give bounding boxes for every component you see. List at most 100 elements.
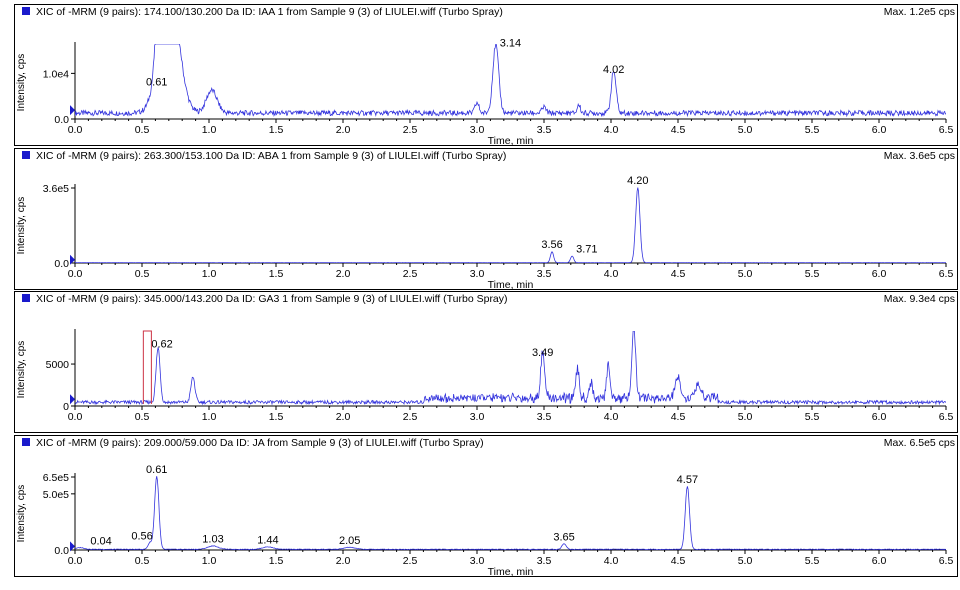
x-tick-label: 2.0 bbox=[336, 555, 351, 567]
x-tick-label: 4.5 bbox=[671, 124, 686, 136]
peak-label: 0.61 bbox=[146, 464, 167, 476]
baseline-marker-icon bbox=[70, 541, 75, 552]
peak-label: 3.49 bbox=[532, 347, 553, 359]
panel-header: XIC of -MRM (9 pairs): 209.000/59.000 Da… bbox=[36, 437, 484, 449]
x-tick-label: 1.0 bbox=[202, 124, 217, 136]
baseline-marker-icon bbox=[70, 105, 75, 116]
x-tick-label: 4.0 bbox=[604, 555, 619, 567]
x-tick-label: 3.5 bbox=[537, 124, 552, 136]
panel-frame bbox=[14, 291, 958, 433]
x-tick-label: 1.0 bbox=[202, 411, 217, 423]
x-tick-label: 5.0 bbox=[738, 411, 753, 423]
y-tick-label: 5000 bbox=[46, 359, 70, 371]
x-tick-label: 0.5 bbox=[135, 268, 150, 280]
x-tick-label: 4.5 bbox=[671, 411, 686, 423]
x-axis-label: Time, min bbox=[488, 279, 534, 291]
y-tick-label: 5.0e5 bbox=[43, 489, 69, 501]
trace-marker-icon bbox=[22, 151, 30, 159]
x-tick-label: 4.0 bbox=[604, 268, 619, 280]
trace-marker-icon bbox=[22, 294, 30, 302]
y-tick-label: 0.0 bbox=[54, 258, 69, 270]
x-axis-label: Time, min bbox=[488, 135, 534, 147]
panel-header: XIC of -MRM (9 pairs): 345.000/143.200 D… bbox=[36, 293, 508, 305]
peak-label: 4.02 bbox=[603, 64, 624, 76]
peak-label: 2.05 bbox=[339, 535, 360, 547]
x-tick-label: 6.0 bbox=[872, 555, 887, 567]
x-tick-label: 5.5 bbox=[805, 411, 820, 423]
x-tick-label: 3.5 bbox=[537, 268, 552, 280]
x-tick-label: 1.0 bbox=[202, 555, 217, 567]
chromatogram-panel-1: XIC of -MRM (9 pairs): 174.100/130.200 D… bbox=[14, 4, 958, 147]
peak-label: 1.44 bbox=[257, 535, 278, 547]
x-tick-label: 6.5 bbox=[939, 268, 954, 280]
pulse-mark bbox=[142, 330, 152, 404]
y-tick-label: 0 bbox=[63, 401, 69, 413]
x-tick-label: 2.5 bbox=[403, 268, 418, 280]
x-tick-label: 1.0 bbox=[202, 268, 217, 280]
peak-label: 3.56 bbox=[541, 239, 562, 251]
chromatogram-panel-2: XIC of -MRM (9 pairs): 263.300/153.100 D… bbox=[14, 148, 958, 291]
y-axis-label: Intensity, cps bbox=[16, 54, 27, 112]
x-tick-label: 6.5 bbox=[939, 555, 954, 567]
x-tick-label: 5.5 bbox=[805, 124, 820, 136]
x-tick-label: 6.0 bbox=[872, 411, 887, 423]
x-tick-label: 1.5 bbox=[269, 268, 284, 280]
panel-frame bbox=[14, 435, 958, 577]
y-tick-label: 6.5e5 bbox=[43, 472, 69, 484]
x-tick-label: 5.0 bbox=[738, 555, 753, 567]
max-intensity-label: Max. 6.5e5 cps bbox=[884, 437, 955, 449]
chromatogram-trace bbox=[75, 187, 946, 263]
y-tick-label: 3.6e5 bbox=[43, 183, 69, 195]
y-tick-label: 0.0 bbox=[54, 114, 69, 126]
y-tick-label: 0.0 bbox=[54, 545, 69, 557]
x-tick-label: 5.5 bbox=[805, 268, 820, 280]
x-axis-label: Time, min bbox=[488, 566, 534, 578]
max-intensity-label: Max. 1.2e5 cps bbox=[884, 6, 955, 18]
x-tick-label: 1.5 bbox=[269, 124, 284, 136]
peak-label: 3.14 bbox=[500, 38, 521, 50]
x-tick-label: 2.5 bbox=[403, 411, 418, 423]
baseline-marker-icon bbox=[70, 394, 75, 405]
x-tick-label: 0.0 bbox=[68, 124, 83, 136]
max-intensity-label: Max. 9.3e4 cps bbox=[884, 293, 955, 305]
x-tick-label: 5.5 bbox=[805, 555, 820, 567]
x-tick-label: 1.5 bbox=[269, 555, 284, 567]
panel-frame bbox=[14, 148, 958, 290]
x-tick-label: 3.5 bbox=[537, 411, 552, 423]
peak-label: 4.57 bbox=[677, 474, 698, 486]
baseline-marker-icon bbox=[70, 254, 75, 265]
x-tick-label: 2.0 bbox=[336, 411, 351, 423]
x-tick-label: 5.0 bbox=[738, 268, 753, 280]
x-tick-label: 0.5 bbox=[135, 555, 150, 567]
x-tick-label: 0.0 bbox=[68, 411, 83, 423]
peak-label: 0.61 bbox=[146, 76, 167, 88]
peak-label: 0.62 bbox=[151, 338, 172, 350]
y-axis-label: Intensity, cps bbox=[16, 197, 27, 255]
x-tick-label: 6.0 bbox=[872, 268, 887, 280]
x-tick-label: 0.5 bbox=[135, 411, 150, 423]
y-axis-label: Intensity, cps bbox=[16, 485, 27, 543]
peak-label: 0.56 bbox=[131, 530, 152, 542]
x-tick-label: 2.0 bbox=[336, 124, 351, 136]
x-tick-label: 4.0 bbox=[604, 411, 619, 423]
peak-label: 4.20 bbox=[627, 175, 648, 187]
x-tick-label: 0.5 bbox=[135, 124, 150, 136]
x-tick-label: 3.0 bbox=[470, 268, 485, 280]
x-tick-label: 5.0 bbox=[738, 124, 753, 136]
x-tick-label: 6.5 bbox=[939, 411, 954, 423]
x-tick-label: 2.5 bbox=[403, 555, 418, 567]
peak-label: 3.71 bbox=[576, 243, 597, 255]
max-intensity-label: Max. 3.6e5 cps bbox=[884, 150, 955, 162]
y-axis-label: Intensity, cps bbox=[16, 341, 27, 399]
chromatogram-panel-3: XIC of -MRM (9 pairs): 345.000/143.200 D… bbox=[14, 291, 958, 433]
chromatogram-trace bbox=[75, 331, 946, 406]
x-tick-label: 3.0 bbox=[470, 124, 485, 136]
x-tick-label: 4.5 bbox=[671, 268, 686, 280]
x-tick-label: 2.5 bbox=[403, 124, 418, 136]
peak-label: 0.04 bbox=[90, 535, 111, 547]
panel-frame bbox=[14, 4, 958, 146]
x-tick-label: 0.0 bbox=[68, 268, 83, 280]
x-tick-label: 4.5 bbox=[671, 555, 686, 567]
